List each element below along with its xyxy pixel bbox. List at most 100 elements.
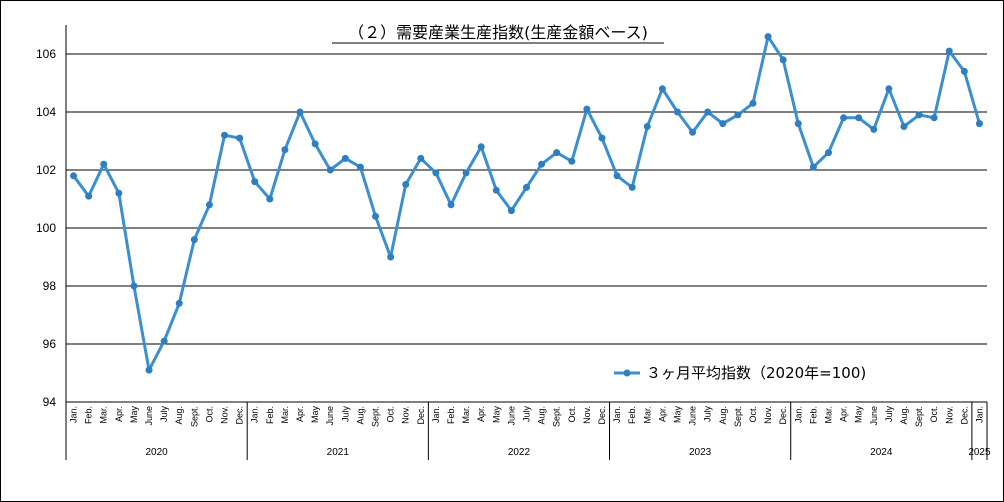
y-tick-label: 104 [36, 105, 56, 119]
data-point [492, 186, 500, 194]
x-tick-label: Nov. [220, 406, 230, 424]
x-tick-label: Jan. [974, 406, 984, 423]
data-point [145, 366, 153, 374]
x-tick-label: Feb. [808, 406, 818, 424]
data-point [613, 172, 621, 180]
x-tick-label: Jan. [431, 406, 441, 423]
x-tick-label: Aug. [899, 406, 909, 425]
axes [65, 25, 987, 403]
data-point [779, 56, 787, 64]
data-point [900, 123, 908, 130]
data-point [870, 125, 878, 133]
data-point [130, 282, 138, 290]
x-tick-label: Dec. [416, 406, 426, 425]
x-tick-label: Jan. [612, 406, 622, 423]
data-point [824, 149, 832, 157]
x-tick-label: Dec. [778, 406, 788, 425]
x-tick-label: Oct. [748, 406, 758, 423]
x-tick-label: Apr. [114, 406, 124, 422]
x-tick-label: Aug. [355, 406, 365, 425]
x-tick-label: Dec. [235, 406, 245, 425]
x-tick-label: Oct. [204, 406, 214, 423]
x-tick-label: Jan. [250, 406, 260, 423]
x-tick-label: Mar. [461, 406, 471, 424]
data-point [764, 33, 772, 41]
legend-dot-marker [623, 369, 631, 377]
data-point [628, 183, 636, 191]
x-tick-label: July [340, 406, 350, 423]
x-tick-label: May [491, 406, 501, 424]
x-tick-label: Mar. [99, 406, 109, 424]
data-point [840, 114, 848, 122]
x-tick-label: Mar. [823, 406, 833, 424]
data-point [809, 163, 817, 171]
x-tick-label: Sept. [733, 406, 743, 427]
x-tick-label: July [522, 406, 532, 423]
data-point [885, 85, 893, 93]
y-tick-label: 106 [36, 47, 56, 61]
data-point [643, 123, 651, 130]
chart-title: （２）需要産業生産指数(生産金額ベース) [348, 23, 648, 42]
x-tick-label: Dec. [597, 406, 607, 425]
x-tick-label: May [672, 406, 682, 424]
x-tick-label: Feb. [265, 406, 275, 424]
x-tick-label: Mar. [280, 406, 290, 424]
x-tick-label: Apr. [476, 406, 486, 422]
data-point [432, 169, 440, 177]
x-tick-label: Feb. [627, 406, 637, 424]
x-tick-label: May [310, 406, 320, 424]
data-point [507, 207, 515, 215]
data-point [749, 99, 757, 107]
data-point [658, 85, 666, 93]
data-point [960, 67, 968, 75]
x-tick-label: Sept. [371, 406, 381, 427]
data-point [160, 337, 168, 345]
y-tick-label: 96 [43, 337, 57, 351]
x-tick-label: Aug. [718, 406, 728, 425]
data-point [205, 201, 213, 209]
data-point [477, 143, 485, 151]
x-tick-label: Sept. [189, 406, 199, 427]
data-point [930, 114, 938, 122]
data-point [523, 183, 530, 191]
data-point [100, 160, 108, 168]
data-point [673, 108, 681, 116]
data-point [251, 178, 259, 186]
x-tick-label: June [506, 406, 516, 426]
x-tick-label: Feb. [446, 406, 456, 424]
data-point [311, 140, 319, 148]
x-tick-label: June [325, 406, 335, 426]
data-point [326, 166, 334, 174]
data-point [704, 108, 712, 116]
x-tick-label: Apr. [839, 406, 849, 422]
data-point [553, 149, 561, 157]
x-tick-label: Apr. [295, 406, 305, 422]
x-tick-label: Nov. [763, 406, 773, 424]
data-point [417, 154, 425, 162]
data-point [70, 172, 78, 180]
x-tick-label: June [869, 406, 879, 426]
x-tick-label: Mar. [642, 406, 652, 424]
x-tick-label: June [144, 406, 154, 426]
x-tick-label: Oct. [929, 406, 939, 423]
gridlines [66, 53, 987, 345]
data-point [266, 195, 274, 203]
year-label: 2024 [870, 447, 893, 458]
series-layer [70, 33, 983, 374]
year-label: 2023 [689, 447, 712, 458]
data-point [190, 236, 198, 244]
data-point [915, 111, 923, 119]
data-point [583, 105, 591, 113]
x-tick-label: Nov. [944, 406, 954, 424]
data-point [221, 131, 229, 139]
data-point [734, 111, 742, 119]
data-point [115, 189, 123, 197]
x-tick-label: Oct. [386, 406, 396, 423]
x-tick-label: Apr. [657, 406, 667, 422]
x-tick-label: July [159, 406, 169, 423]
x-tick-label: Nov. [582, 406, 592, 424]
data-point [85, 192, 93, 200]
data-point [598, 134, 606, 142]
data-point [236, 134, 244, 142]
